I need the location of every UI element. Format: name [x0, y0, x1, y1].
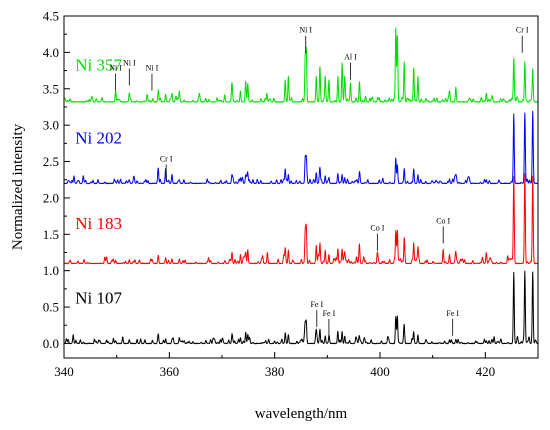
annotation-fe-i: Fe I: [310, 300, 323, 309]
y-tick-label: 2.0: [43, 190, 59, 205]
y-tick-label: 1.5: [43, 227, 59, 242]
y-tick-label: 4.5: [43, 9, 59, 24]
x-tick-label: 380: [265, 364, 285, 379]
series-label-ni-183: Ni 183: [75, 214, 122, 233]
series-group: [64, 27, 538, 345]
y-tick-label: 0.0: [43, 336, 59, 351]
x-tick-label: 360: [160, 364, 180, 379]
y-tick-label: 3.0: [43, 118, 59, 133]
annotation-cr-i: Cr I: [160, 155, 173, 164]
annotation-cr-i: Cr I: [516, 26, 529, 35]
y-tick-label: 3.5: [43, 81, 59, 96]
y-axis-ticks: 0.0 0.5 1.0 1.5 2.0 2.5 3.0 3.5 4.0 4.5: [43, 9, 70, 351]
series-line-ni-107: [64, 270, 538, 345]
annotation-ni-i: Ni I: [146, 64, 159, 73]
series-label-ni-357: Ni 357: [75, 56, 122, 75]
annotation-ni-i: Ni I: [109, 64, 122, 73]
x-tick-label: 420: [476, 364, 496, 379]
annotation-fe-i: Fe I: [323, 309, 336, 318]
annotation-co-i: Co I: [370, 224, 384, 233]
y-tick-label: 4.0: [43, 45, 59, 60]
series-line-ni-183: [64, 173, 538, 265]
annotation-co-i: Co I: [436, 216, 450, 225]
plot-frame: [63, 15, 539, 359]
y-tick-label: 1.0: [43, 263, 59, 278]
annotation-fe-i: Fe I: [446, 309, 459, 318]
series-label-ni-107: Ni 107: [75, 288, 122, 307]
x-axis-ticks: 340 360 380 400 420: [54, 352, 539, 379]
series-label-ni-202: Ni 202: [75, 128, 122, 147]
annotation-al-i: Al I: [344, 53, 357, 62]
series-line-ni-202: [64, 110, 538, 185]
x-tick-label: 400: [370, 364, 390, 379]
annotations: Ni INi INi INi IAl ICr ICr ICo ICo IFe I…: [109, 26, 529, 336]
x-tick-label: 340: [54, 364, 74, 379]
x-axis-title: wavelength/nm: [255, 406, 348, 422]
annotation-ni-i: Ni I: [299, 26, 312, 35]
y-tick-label: 0.5: [43, 300, 59, 315]
y-tick-label: 2.5: [43, 154, 59, 169]
series-line-ni-357: [64, 27, 538, 103]
y-axis-title: Normalized intensity: [10, 123, 26, 250]
annotation-ni-i: Ni I: [123, 58, 136, 67]
